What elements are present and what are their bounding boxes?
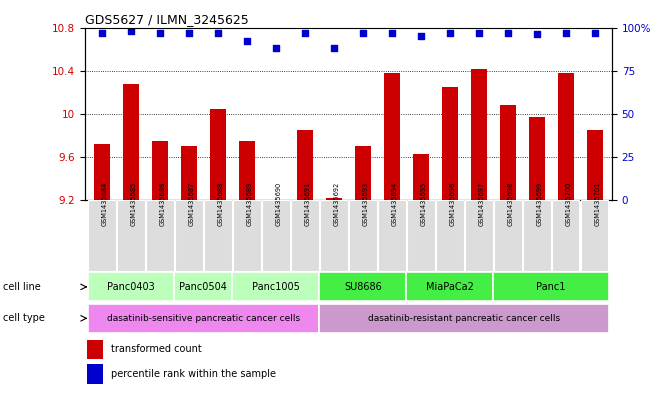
Point — [126, 28, 136, 34]
Point — [357, 29, 368, 36]
Bar — [319, 304, 609, 333]
Bar — [152, 141, 168, 200]
Bar — [523, 200, 551, 271]
Text: GSM1435686: GSM1435686 — [160, 182, 166, 226]
Bar — [123, 84, 139, 200]
Bar — [493, 272, 609, 301]
Text: transformed count: transformed count — [111, 344, 202, 354]
Bar — [493, 200, 521, 271]
Text: cell type: cell type — [3, 313, 45, 323]
Bar — [500, 105, 516, 200]
Text: Panc0504: Panc0504 — [180, 282, 227, 292]
Bar — [87, 272, 174, 301]
Text: MiaPaCa2: MiaPaCa2 — [426, 282, 474, 292]
Bar — [239, 141, 255, 200]
Bar — [181, 146, 197, 200]
Point — [387, 29, 397, 36]
Bar — [384, 73, 400, 200]
Bar — [175, 200, 203, 271]
Text: GSM1435695: GSM1435695 — [421, 182, 426, 226]
Point — [445, 29, 455, 36]
Text: Panc1005: Panc1005 — [252, 282, 300, 292]
Bar — [407, 200, 435, 271]
Bar — [291, 200, 319, 271]
Text: SU8686: SU8686 — [344, 282, 381, 292]
Point — [242, 38, 252, 44]
Bar — [87, 340, 103, 359]
Bar — [413, 154, 429, 200]
Point — [97, 29, 107, 36]
Text: GSM1435693: GSM1435693 — [363, 182, 368, 226]
Bar — [94, 144, 110, 200]
Bar — [117, 200, 145, 271]
Text: GSM1435690: GSM1435690 — [276, 182, 282, 226]
Bar — [262, 200, 290, 271]
Point — [589, 29, 600, 36]
Text: GSM1435692: GSM1435692 — [334, 182, 340, 226]
Point — [329, 45, 339, 51]
Text: GSM1435699: GSM1435699 — [536, 182, 543, 226]
Text: GSM1435684: GSM1435684 — [102, 182, 108, 226]
Point — [155, 29, 165, 36]
Bar — [587, 130, 603, 200]
Bar — [406, 272, 493, 301]
Point — [213, 29, 223, 36]
Bar — [87, 364, 103, 384]
Point — [415, 33, 426, 39]
Text: GDS5627 / ILMN_3245625: GDS5627 / ILMN_3245625 — [85, 13, 249, 26]
Bar — [233, 200, 261, 271]
Bar — [551, 200, 579, 271]
Bar — [442, 87, 458, 200]
Point — [561, 29, 571, 36]
Bar — [320, 200, 348, 271]
Bar — [174, 272, 232, 301]
Point — [503, 29, 513, 36]
Text: GSM1435689: GSM1435689 — [247, 182, 253, 226]
Text: GSM1435694: GSM1435694 — [392, 182, 398, 226]
Bar — [210, 108, 226, 200]
Point — [184, 29, 194, 36]
Bar — [465, 200, 493, 271]
Text: dasatinib-resistant pancreatic cancer cells: dasatinib-resistant pancreatic cancer ce… — [368, 314, 561, 323]
Bar — [146, 200, 174, 271]
Text: Panc0403: Panc0403 — [107, 282, 155, 292]
Bar — [529, 117, 545, 200]
Text: cell line: cell line — [3, 282, 41, 292]
Text: GSM1435685: GSM1435685 — [131, 182, 137, 226]
Text: GSM1435696: GSM1435696 — [450, 182, 456, 226]
Bar — [319, 272, 406, 301]
Text: GSM1435697: GSM1435697 — [478, 182, 484, 226]
Bar — [88, 200, 116, 271]
Text: GSM1435700: GSM1435700 — [566, 182, 572, 226]
Bar — [87, 304, 319, 333]
Text: Panc1: Panc1 — [536, 282, 566, 292]
Bar — [204, 200, 232, 271]
Text: GSM1435701: GSM1435701 — [594, 182, 601, 226]
Bar — [349, 200, 377, 271]
Bar — [378, 200, 406, 271]
Bar — [471, 68, 487, 200]
Bar — [581, 200, 609, 271]
Bar — [436, 200, 464, 271]
Text: dasatinib-sensitive pancreatic cancer cells: dasatinib-sensitive pancreatic cancer ce… — [107, 314, 300, 323]
Bar — [355, 146, 370, 200]
Bar — [558, 73, 574, 200]
Point — [271, 45, 281, 51]
Bar — [326, 198, 342, 200]
Text: GSM1435698: GSM1435698 — [508, 182, 514, 226]
Text: GSM1435688: GSM1435688 — [218, 182, 224, 226]
Point — [299, 29, 310, 36]
Bar — [232, 272, 319, 301]
Bar — [297, 130, 312, 200]
Text: GSM1435691: GSM1435691 — [305, 182, 311, 226]
Text: percentile rank within the sample: percentile rank within the sample — [111, 369, 276, 379]
Point — [473, 29, 484, 36]
Point — [531, 31, 542, 38]
Text: GSM1435687: GSM1435687 — [189, 182, 195, 226]
